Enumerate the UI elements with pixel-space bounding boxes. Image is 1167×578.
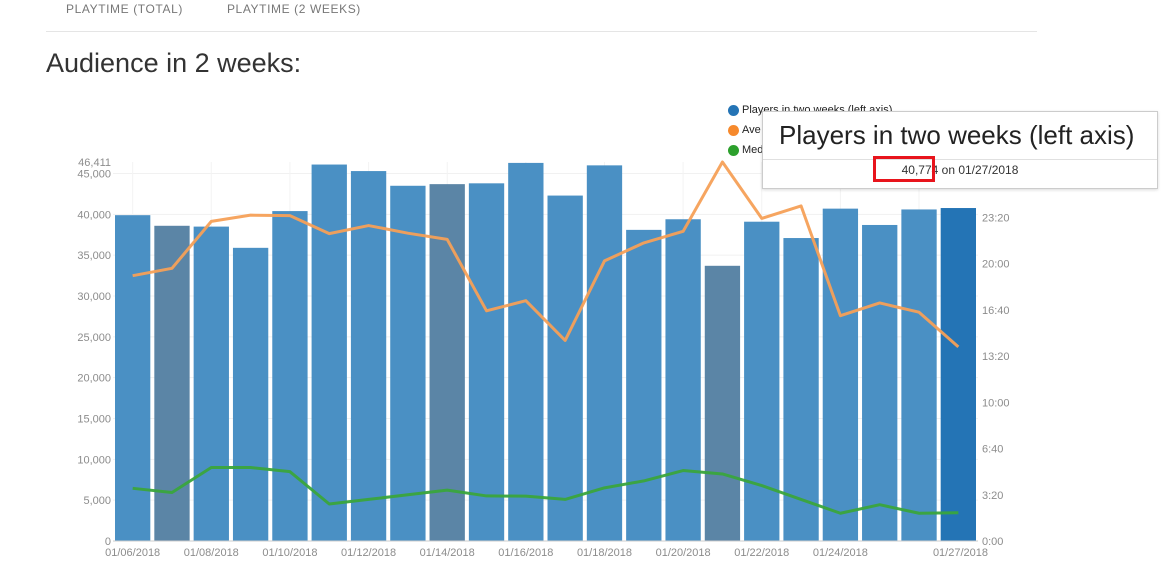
legend-dot-median-icon [728,144,739,156]
y-left-tick-label: 25,000 [77,332,111,344]
bar-01-11-2018[interactable] [311,164,347,541]
bar-01-19-2018[interactable] [626,229,662,541]
y-left-tick-label: 20,000 [77,373,111,385]
tooltip-date: on 01/27/2018 [938,163,1019,177]
chart-tooltip: Players in two weeks (left axis) 40,774 … [762,111,1158,189]
bar-01-21-2018[interactable] [704,265,741,541]
legend-label-average: Ave [742,124,761,136]
x-tick-label: 01/06/2018 [105,547,160,559]
y-right-tick-label: 10:00 [982,397,1010,409]
y-right-tick-label: 0:00 [982,536,1003,548]
legend-label-median: Med [742,144,764,156]
y-left-tick-label: 5,000 [83,495,111,507]
y-left-tick-label: 45,000 [77,169,111,181]
bar-01-07-2018[interactable] [154,225,190,541]
tooltip-title: Players in two weeks (left axis) [779,120,1135,150]
x-tick-label: 01/14/2018 [420,547,475,559]
x-tick-label: 01/08/2018 [184,547,239,559]
bar-01-15-2018[interactable] [468,183,505,541]
legend-dot-average-icon [728,124,739,136]
y-left-max-label: 46,411 [78,157,111,169]
bar-01-06-2018[interactable] [115,215,151,541]
x-tick-label: 01/16/2018 [498,547,553,559]
page-title: Audience in 2 weeks: [46,48,302,78]
x-tick-label: 01/18/2018 [577,547,632,559]
bar-01-13-2018[interactable] [390,185,426,541]
x-tick-label: 01/24/2018 [813,547,868,559]
median-line [132,466,959,515]
tab-playtime-total[interactable]: PLAYTIME (TOTAL) [66,2,183,16]
bar-01-27-2018[interactable] [940,208,976,541]
x-tick-label: 01/10/2018 [262,547,317,559]
y-right-tick-label: 20:00 [982,259,1010,271]
legend-item-median[interactable]: Med [728,140,892,160]
bar-01-16-2018[interactable] [508,162,544,542]
bar-01-10-2018[interactable] [272,211,308,541]
x-tick-label: 01/12/2018 [341,547,396,559]
bar-01-22-2018[interactable] [744,221,780,541]
tooltip-value: 40,774 [901,163,939,177]
bar-01-18-2018[interactable] [586,165,623,541]
bar-01-09-2018[interactable] [232,247,269,541]
average-line [132,160,960,349]
bar-01-17-2018[interactable] [547,195,583,542]
tabs: PLAYTIME (TOTAL) PLAYTIME (2 WEEKS) [66,0,405,30]
bar-01-14-2018[interactable] [429,184,465,541]
tooltip-divider [763,159,1157,160]
tabs-divider [46,31,1037,32]
bar-01-20-2018[interactable] [665,219,701,542]
highlight-annotation-box [873,156,935,182]
legend-item-average[interactable]: Ave [728,120,892,140]
y-left-tick-label: 30,000 [77,291,111,303]
y-right-tick-label: 3:20 [982,490,1003,502]
y-left-tick-label: 0 [105,536,111,548]
tooltip-body: 40,774 on 01/27/2018 [763,163,1157,177]
bar-01-24-2018[interactable] [822,208,859,542]
y-left-tick-label: 15,000 [77,414,111,426]
y-left-tick-label: 35,000 [77,250,111,262]
x-tick-label: 01/20/2018 [656,547,711,559]
y-left-tick-label: 40,000 [77,209,111,221]
bar-01-12-2018[interactable] [350,171,387,541]
y-right-tick-label: 16:40 [982,305,1010,317]
y-right-tick-label: 6:40 [982,444,1003,456]
bar-01-08-2018[interactable] [193,226,229,542]
y-right-tick-label: 23:20 [982,212,1010,224]
y-left-tick-label: 10,000 [77,454,111,466]
y-right-tick-label: 13:20 [982,351,1010,363]
tab-playtime-2-weeks[interactable]: PLAYTIME (2 WEEKS) [226,2,361,16]
bar-01-25-2018[interactable] [862,224,898,542]
bar-01-26-2018[interactable] [901,209,937,541]
legend-dot-players-icon [728,104,739,116]
bar-01-23-2018[interactable] [783,238,819,541]
x-tick-label: 01/27/2018 [933,547,988,559]
x-tick-label: 01/22/2018 [734,547,789,559]
